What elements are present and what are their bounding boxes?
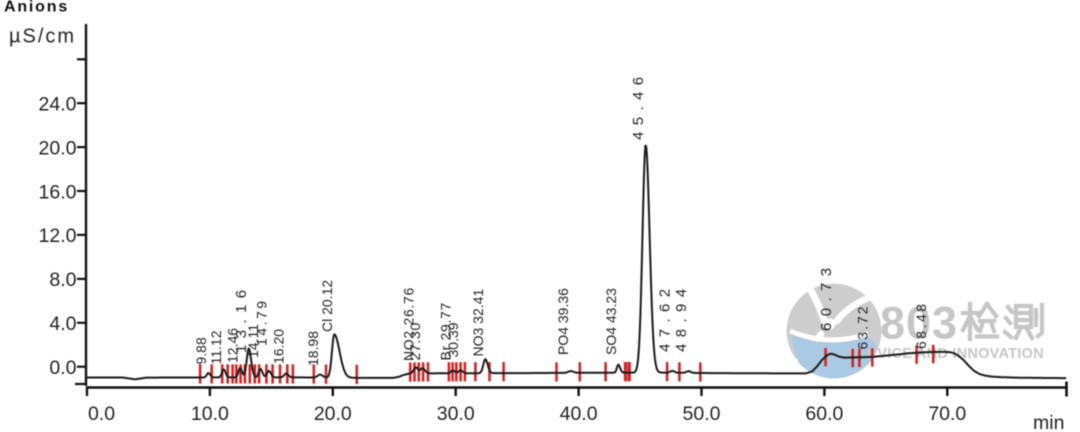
svg-text:12.46: 12.46: [225, 328, 241, 363]
svg-text:NO2 26.76: NO2 26.76: [400, 287, 416, 361]
svg-text:min: min: [1033, 412, 1064, 432]
svg-text:14.11: 14.11: [245, 324, 261, 358]
svg-text:14.79: 14.79: [253, 298, 269, 346]
svg-text:16.20: 16.20: [271, 329, 287, 364]
svg-text:40.0: 40.0: [560, 403, 598, 425]
svg-text:10.0: 10.0: [191, 403, 229, 425]
svg-text:48.94: 48.94: [673, 282, 690, 352]
svg-text:68.48: 68.48: [913, 301, 929, 349]
svg-text:SERVICE AND INNOVATION: SERVICE AND INNOVATION: [847, 346, 1044, 362]
svg-text:0.0: 0.0: [88, 403, 115, 425]
svg-text:9.88: 9.88: [193, 337, 209, 364]
svg-text:12.0: 12.0: [39, 225, 77, 247]
svg-text:PO4 39.36: PO4 39.36: [555, 288, 571, 355]
svg-text:Anions: Anions: [4, 0, 69, 16]
svg-text:18.98: 18.98: [305, 331, 321, 366]
svg-text:63.72: 63.72: [855, 304, 871, 349]
svg-text:27.30: 27.30: [407, 322, 423, 361]
svg-text:NO3 32.41: NO3 32.41: [470, 289, 486, 357]
svg-text:50.0: 50.0: [683, 403, 721, 425]
svg-text:803: 803: [880, 298, 958, 349]
svg-text:13.16: 13.16: [233, 283, 250, 353]
svg-text:0.0: 0.0: [49, 357, 76, 379]
svg-text:11.12: 11.12: [208, 330, 224, 364]
svg-text:47.62: 47.62: [657, 282, 674, 352]
svg-text:60.73: 60.73: [818, 261, 835, 331]
svg-text:20.0: 20.0: [39, 137, 77, 159]
svg-text:70.0: 70.0: [928, 403, 966, 425]
svg-text:4.0: 4.0: [49, 313, 76, 335]
svg-text:µS/cm: µS/cm: [9, 26, 76, 48]
svg-text:20.0: 20.0: [314, 403, 352, 425]
svg-text:16.0: 16.0: [39, 181, 77, 203]
svg-text:30.0: 30.0: [437, 403, 475, 425]
svg-text:Cl 20.12: Cl 20.12: [319, 280, 335, 332]
svg-text:8.0: 8.0: [49, 269, 76, 291]
svg-text:45.46: 45.46: [630, 70, 647, 140]
svg-text:Br 29.77: Br 29.77: [437, 302, 453, 361]
svg-text:SO4 43.23: SO4 43.23: [603, 288, 619, 355]
svg-text:60.0: 60.0: [805, 403, 843, 425]
svg-text:24.0: 24.0: [39, 94, 77, 116]
svg-text:30.39: 30.39: [445, 322, 461, 357]
